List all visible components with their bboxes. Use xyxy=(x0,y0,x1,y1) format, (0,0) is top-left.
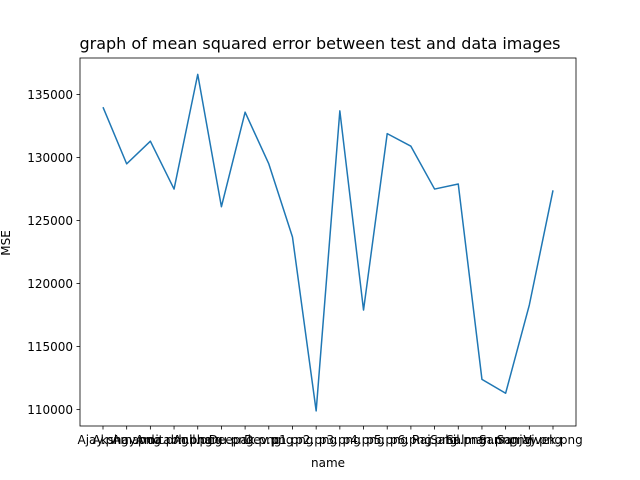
axes-frame xyxy=(79,57,577,427)
x-tick-label: Vivek.png xyxy=(523,433,582,447)
x-tick-label: Deepak.png xyxy=(209,433,282,447)
y-tick-label: 125000 xyxy=(27,214,73,228)
y-axis-label: MSE xyxy=(0,230,13,256)
x-tick-label: p4.png xyxy=(343,433,385,447)
y-tick-label: 130000 xyxy=(27,151,73,165)
x-tick-label: Ajay.png xyxy=(78,433,129,447)
x-tick-label: Anil.png xyxy=(173,433,222,447)
x-tick-label: bhanu.png xyxy=(189,433,253,447)
x-tick-label: Amanda.png xyxy=(112,433,188,447)
x-axis: Ajay.pngAkshay.pngAmanda.pngAmitabh.pngA… xyxy=(78,426,583,447)
x-axis-label: name xyxy=(311,456,345,470)
x-tick-label: Amitabh.png xyxy=(135,433,212,447)
x-tick-label: p2.png xyxy=(295,433,337,447)
x-tick-label: p1.png xyxy=(272,433,314,447)
x-tick-label: p3.png xyxy=(319,433,361,447)
x-tick-label: Salman.png xyxy=(446,433,518,447)
x-tick-label: p5.png xyxy=(366,433,408,447)
x-tick-label: Sam.png xyxy=(479,433,532,447)
x-tick-label: Raj.png xyxy=(412,433,457,447)
x-tick-label: Sahil.png xyxy=(430,433,486,447)
y-tick-label: 135000 xyxy=(27,88,73,102)
x-tick-label: Sanjay.png xyxy=(497,433,562,447)
y-tick-label: 115000 xyxy=(27,340,73,354)
y-tick-label: 120000 xyxy=(27,277,73,291)
y-tick-label: 110000 xyxy=(27,403,73,417)
chart-title: graph of mean squared error between test… xyxy=(79,34,560,53)
y-axis: 110000 115000 120000 125000 130000 135000 xyxy=(27,88,80,417)
plot-area xyxy=(102,73,554,412)
x-tick-label: Akshay.png xyxy=(92,433,160,447)
series-line xyxy=(102,73,554,412)
x-tick-label: p6.png xyxy=(390,433,432,447)
x-tick-label: Dev.png xyxy=(244,433,293,447)
